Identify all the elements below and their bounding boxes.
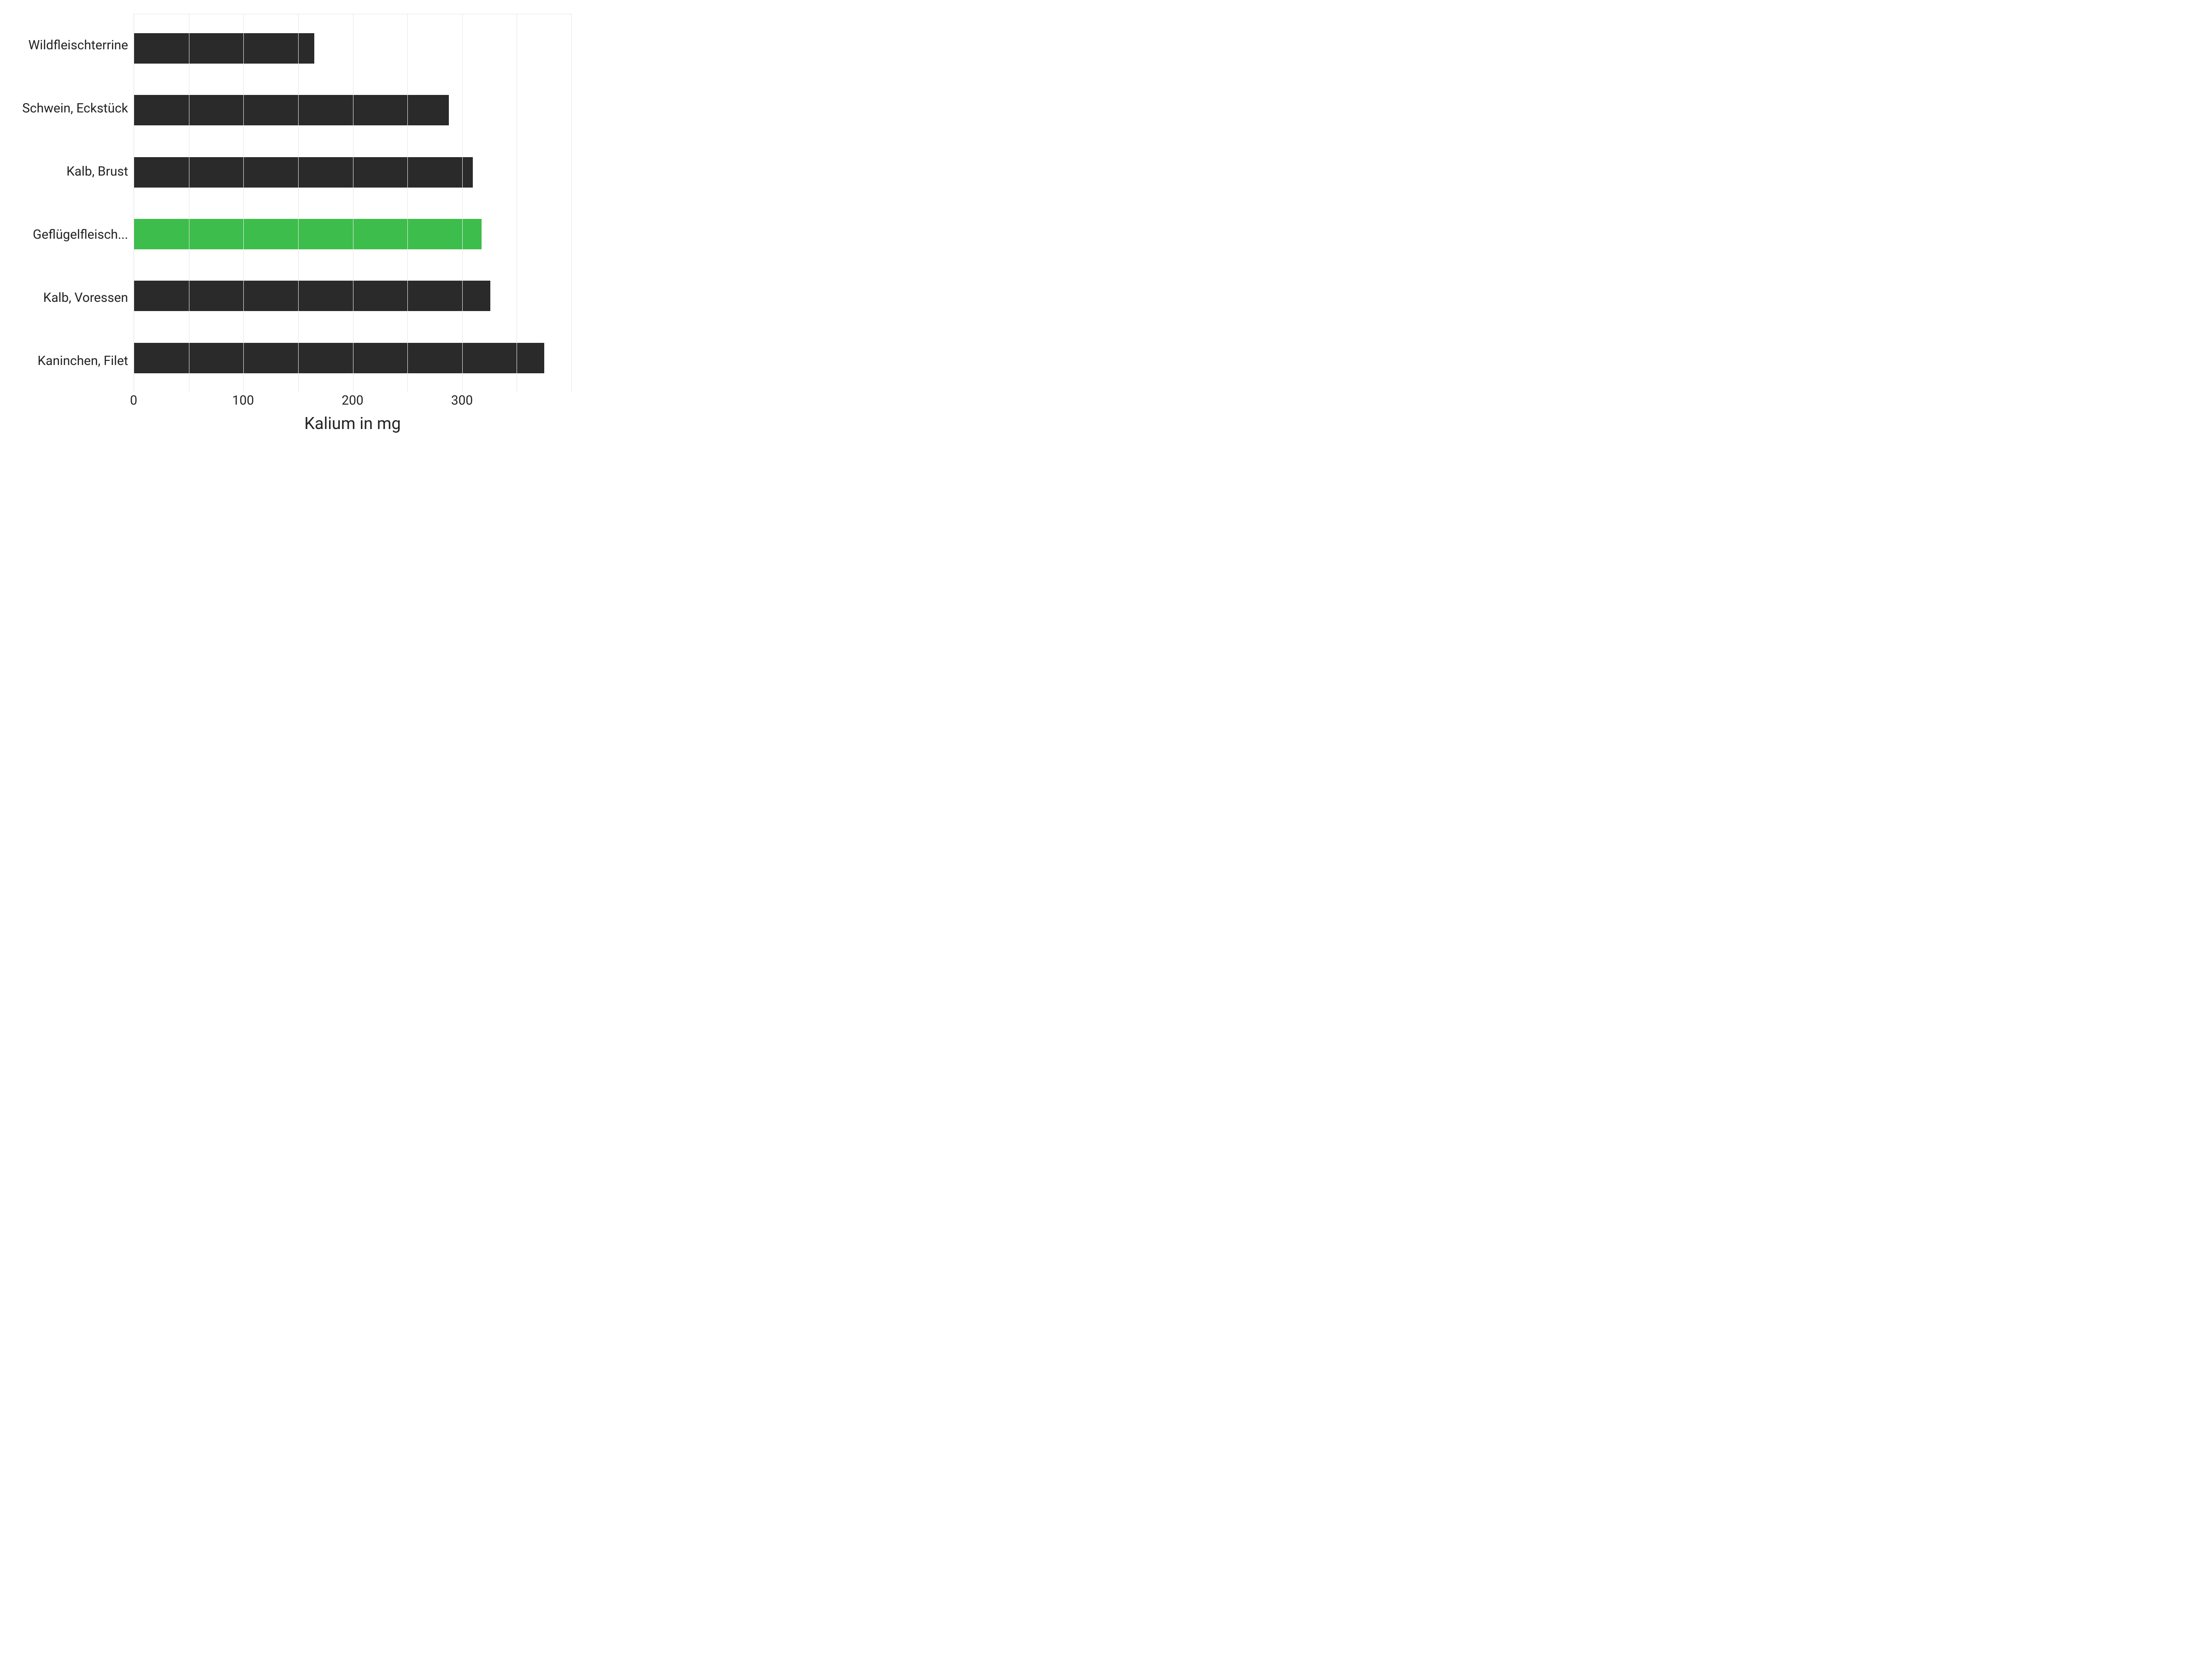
x-tick-label: 0 [130, 393, 137, 408]
x-tick-label: 100 [232, 393, 254, 408]
x-ticks: 0100200300 [134, 393, 571, 411]
x-axis-title: Kalium in mg [134, 411, 571, 433]
y-label: Kalb, Voressen [9, 291, 128, 305]
bar [134, 281, 490, 311]
x-tick-label: 300 [451, 393, 473, 408]
bar [134, 95, 449, 125]
bar [134, 33, 314, 64]
y-axis-labels: Wildfleischterrine Schwein, Eckstück Kal… [9, 14, 134, 393]
plot-area [134, 14, 571, 393]
x-tick-label: 200 [341, 393, 363, 408]
x-spacer [9, 393, 134, 411]
plot-row: Wildfleischterrine Schwein, Eckstück Kal… [9, 14, 571, 393]
y-label: Kaninchen, Filet [9, 354, 128, 368]
x-spacer [9, 411, 134, 433]
chart-inner: Wildfleischterrine Schwein, Eckstück Kal… [9, 14, 571, 433]
bar [134, 343, 544, 373]
gridline [407, 14, 408, 393]
potassium-bar-chart: Wildfleischterrine Schwein, Eckstück Kal… [0, 0, 590, 442]
y-label: Kalb, Brust [9, 165, 128, 179]
x-title-row: Kalium in mg [9, 411, 571, 433]
bar [134, 157, 473, 188]
gridline [571, 14, 572, 393]
bar [134, 219, 482, 249]
gridline [462, 14, 463, 393]
y-label: Geflügelfleisch... [9, 228, 128, 242]
x-axis-row: 0 100 200 300 [9, 393, 571, 411]
gridline [298, 14, 299, 393]
y-label: Schwein, Eckstück [9, 101, 128, 116]
y-label: Wildfleischterrine [9, 38, 128, 53]
gridline [243, 14, 244, 393]
